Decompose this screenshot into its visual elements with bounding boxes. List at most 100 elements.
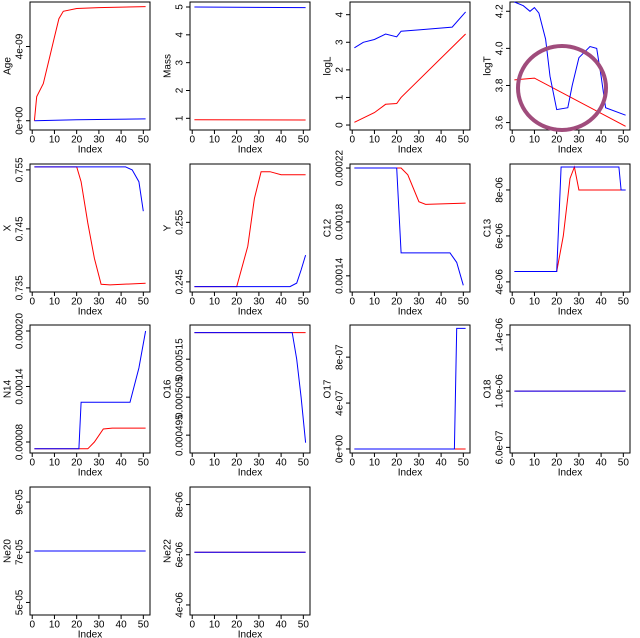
y-tick-label: 4e-06 bbox=[175, 592, 186, 618]
series-line bbox=[194, 171, 306, 288]
x-tick-label: 10 bbox=[49, 458, 61, 469]
y-tick-label: 4.0 bbox=[495, 41, 506, 55]
x-axis-label: Index bbox=[238, 307, 262, 318]
x-tick-label: 10 bbox=[209, 297, 221, 308]
panel: 0 10 20 30 40 50 Index 0 1 2 3 4 logL bbox=[323, 1, 471, 156]
y-axis-label: C13 bbox=[483, 218, 494, 237]
y-axis-label: O18 bbox=[483, 379, 494, 398]
panel: 0 10 20 30 40 50 Index 3.6 3.8 4.0 4.2 logT bbox=[483, 1, 631, 156]
highlight-circle bbox=[516, 44, 608, 132]
x-tick-label: 20 bbox=[391, 297, 403, 308]
series-line bbox=[514, 77, 626, 127]
x-tick-label: 50 bbox=[138, 297, 150, 308]
plot-frame bbox=[189, 324, 311, 454]
x-tick-label: 30 bbox=[573, 297, 585, 308]
x-axis-label: Index bbox=[238, 145, 262, 156]
series-line bbox=[514, 166, 626, 272]
x-tick-label: 10 bbox=[49, 297, 61, 308]
series-line bbox=[194, 332, 307, 443]
plot-frame bbox=[29, 1, 151, 131]
y-axis-label: C12 bbox=[323, 218, 334, 237]
x-axis-label: Index bbox=[238, 630, 262, 638]
panel: 0 10 20 30 40 50 Index 4e-06 6e-06 8e-06 Ne22 bbox=[163, 486, 311, 638]
x-tick-label: 20 bbox=[71, 135, 83, 146]
x-tick-label: 30 bbox=[413, 135, 425, 146]
x-tick-label: 20 bbox=[391, 458, 403, 469]
x-tick-label: 0 bbox=[29, 620, 35, 631]
x-tick-label: 30 bbox=[93, 458, 105, 469]
x-tick-label: 50 bbox=[618, 458, 630, 469]
x-tick-label: 40 bbox=[436, 297, 448, 308]
x-tick-label: 50 bbox=[458, 458, 470, 469]
x-tick-label: 10 bbox=[369, 135, 381, 146]
x-axis-label: Index bbox=[238, 468, 262, 479]
x-axis-label: Index bbox=[78, 307, 102, 318]
x-axis-label: Index bbox=[78, 468, 102, 479]
y-tick-label: 5e-05 bbox=[15, 589, 26, 615]
x-tick-label: 20 bbox=[71, 458, 83, 469]
y-tick-label: 0.00014 bbox=[15, 368, 26, 405]
series-line bbox=[34, 166, 146, 286]
y-tick-label: 0.00018 bbox=[335, 203, 346, 240]
y-tick-label: 1.4e-06 bbox=[495, 317, 506, 351]
series-line bbox=[34, 330, 147, 450]
series-line bbox=[354, 327, 466, 450]
plot-frame bbox=[189, 486, 311, 616]
x-tick-label: 20 bbox=[71, 297, 83, 308]
y-tick-label: 4e-07 bbox=[335, 390, 346, 416]
x-axis-label: Index bbox=[398, 145, 422, 156]
y-tick-label: 4e-06 bbox=[495, 269, 506, 295]
y-tick-label: 3 bbox=[175, 59, 186, 65]
x-tick-label: 50 bbox=[618, 297, 630, 308]
x-axis-label: Index bbox=[558, 468, 582, 479]
x-tick-label: 50 bbox=[138, 620, 150, 631]
x-tick-label: 0 bbox=[349, 135, 355, 146]
x-tick-label: 0 bbox=[29, 458, 35, 469]
plot-frame bbox=[29, 163, 151, 293]
series-line bbox=[354, 167, 466, 205]
plot-frame bbox=[189, 1, 311, 131]
panel: 0 10 20 30 40 50 Index 0.735 0.745 0.755 X bbox=[3, 157, 151, 318]
x-tick-label: 40 bbox=[596, 297, 608, 308]
x-tick-label: 20 bbox=[231, 620, 243, 631]
series-line bbox=[354, 33, 466, 123]
y-tick-label: 7e-05 bbox=[15, 539, 26, 565]
y-axis-label: O16 bbox=[163, 379, 174, 398]
panel: 0 10 20 30 40 50 Index 0.00014 0.00018 0.00022 C12 bbox=[323, 150, 471, 318]
x-axis-label: Index bbox=[398, 307, 422, 318]
panel: 0 10 20 30 40 50 Index 0.0004950.0005050.000515… bbox=[163, 324, 311, 479]
x-tick-label: 30 bbox=[93, 620, 105, 631]
panel: 0 10 20 30 40 50 Index 5e-05 7e-05 9e-05 Ne20 bbox=[3, 486, 151, 638]
x-tick-label: 20 bbox=[551, 135, 563, 146]
y-tick-label: 4 bbox=[335, 11, 346, 17]
y-axis-label: N14 bbox=[3, 379, 14, 398]
series-line bbox=[34, 118, 146, 122]
y-tick-label: 0 bbox=[335, 122, 346, 128]
x-tick-label: 40 bbox=[596, 458, 608, 469]
x-axis-label: Index bbox=[558, 307, 582, 318]
plot-frame bbox=[29, 486, 151, 616]
x-tick-label: 0 bbox=[349, 297, 355, 308]
series-line bbox=[194, 6, 306, 9]
series-line bbox=[33, 6, 146, 121]
plot-frame bbox=[349, 1, 471, 131]
x-tick-label: 20 bbox=[391, 135, 403, 146]
x-tick-label: 0 bbox=[349, 458, 355, 469]
y-tick-label: 0.00008 bbox=[15, 423, 26, 460]
x-axis-label: Index bbox=[78, 630, 102, 638]
panel: 0 10 20 30 40 50 Index 1 2 3 4 5 Mass bbox=[163, 1, 311, 156]
series-line bbox=[354, 11, 466, 49]
x-tick-label: 20 bbox=[551, 458, 563, 469]
y-tick-label: 1.0e-06 bbox=[495, 374, 506, 408]
x-tick-label: 50 bbox=[618, 135, 630, 146]
x-tick-label: 20 bbox=[71, 620, 83, 631]
y-tick-label: 0e+00 bbox=[335, 435, 346, 464]
x-tick-label: 50 bbox=[298, 297, 310, 308]
y-tick-label: 8e-06 bbox=[495, 177, 506, 203]
x-tick-label: 30 bbox=[413, 297, 425, 308]
x-tick-label: 50 bbox=[298, 620, 310, 631]
